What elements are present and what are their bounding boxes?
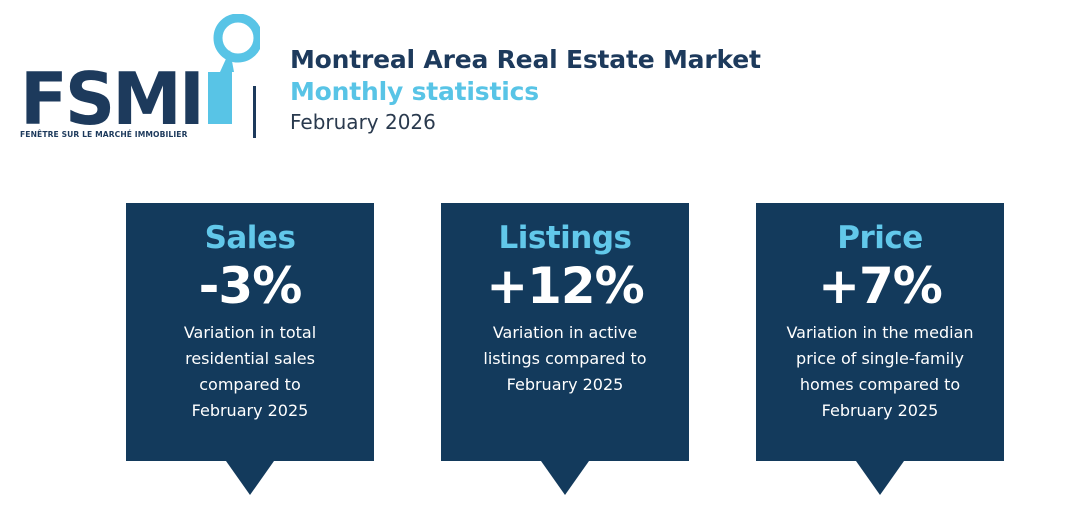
page-title: Montreal Area Real Estate Market: [290, 45, 761, 74]
logo-tagline: FENÊTRE SUR LE MARCHÉ IMMOBILIER: [20, 130, 188, 139]
header-divider: [253, 86, 256, 138]
card-value: -3%: [198, 257, 303, 315]
card-description: Variation in the median price of single-…: [786, 323, 974, 420]
card-title: Listings: [498, 220, 633, 256]
card-value: +7%: [818, 257, 943, 315]
sales-card: Sales -3% Variation in total residential…: [126, 203, 374, 495]
fsmi-logo: FSMI FENÊTRE SUR LE MARCHÉ IMMOBILIER: [20, 14, 260, 144]
header: Montreal Area Real Estate Market Monthly…: [290, 44, 761, 136]
price-card: Price +7% Variation in the median price …: [756, 203, 1004, 495]
card-description: Variation in total residential sales com…: [183, 323, 317, 420]
card-description: Variation in active listings compared to…: [483, 323, 647, 394]
logo-wordmark: FSMI: [20, 57, 202, 141]
page-subtitle: Monthly statistics: [290, 77, 539, 106]
logo-key-ring: [213, 14, 260, 63]
report-date: February 2026: [290, 110, 436, 134]
card-title: Price: [837, 220, 923, 256]
fsmi-logo-mark: FSMI: [20, 14, 260, 141]
card-title: Sales: [204, 220, 296, 256]
card-value: +12%: [486, 257, 645, 315]
logo-i-stem: [208, 72, 232, 124]
logo-key-pin: [220, 50, 234, 72]
listings-card: Listings +12% Variation in active listin…: [441, 203, 689, 495]
